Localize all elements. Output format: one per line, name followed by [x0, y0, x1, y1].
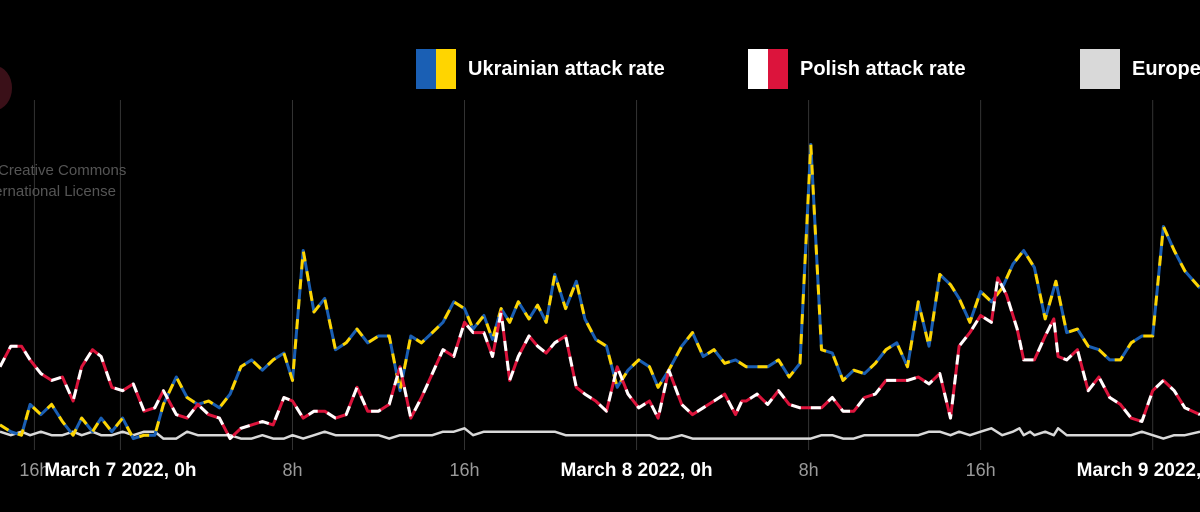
x-tick-label: 16h [19, 460, 49, 480]
legend-label-ukrainian: Ukrainian attack rate [468, 57, 665, 80]
series-lines [0, 143, 1200, 441]
europe-swatch-icon [1080, 49, 1120, 89]
x-tick-label: March 9 2022, 0h [1077, 460, 1200, 481]
series-polish-line-base [0, 276, 1200, 441]
gridlines [33, 100, 1154, 450]
series-europe-line [0, 427, 1200, 440]
x-tick-label: 8h [282, 460, 302, 480]
series-ukrainian-line-base [0, 143, 1200, 441]
x-tick-label: 8h [799, 460, 819, 480]
legend-label-europe: Europe [1132, 57, 1200, 80]
x-tick-label: 16h [966, 460, 996, 480]
ukraine-flag-icon [416, 49, 456, 89]
legend-item-europe: Europe [1080, 48, 1200, 90]
license-line-1: Creative Commons [0, 162, 127, 179]
license-line-2: ternational License [0, 183, 116, 200]
x-tick-label: March 7 2022, 0h [44, 460, 196, 481]
legend-label-polish: Polish attack rate [800, 57, 966, 80]
legend-item-polish: Polish attack rate [748, 48, 966, 90]
series-ukrainian-line-dash [0, 143, 1200, 441]
x-tick-label: 16h [449, 460, 479, 480]
license-text: Creative Commons ternational License [0, 160, 128, 202]
poland-flag-icon [748, 49, 788, 89]
legend-item-ukrainian: Ukrainian attack rate [416, 48, 665, 90]
series-polish-line-dash [0, 276, 1200, 441]
x-tick-label: March 8 2022, 0h [561, 460, 713, 481]
logo-icon [0, 66, 12, 110]
